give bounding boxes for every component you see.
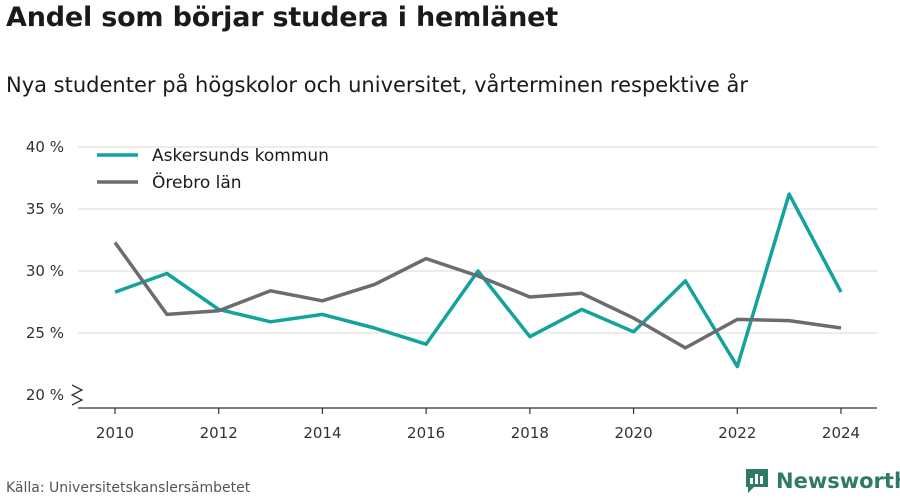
- x-tick-label: 2016: [407, 424, 445, 442]
- chart-title: Andel som börjar studera i hemlänet: [6, 2, 558, 33]
- series-line-1: [113, 241, 842, 350]
- series-line-0: [114, 192, 843, 369]
- x-tick-label: 2022: [718, 424, 756, 442]
- y-tick-label: 20 %: [26, 386, 64, 404]
- chart-subtitle: Nya studenter på högskolor och universit…: [6, 73, 748, 97]
- x-tick-label: 2010: [96, 424, 134, 442]
- x-tick-label: 2024: [822, 424, 860, 442]
- y-tick-label: 35 %: [26, 200, 64, 218]
- x-tick-label: 2018: [511, 424, 549, 442]
- series-lines: [113, 192, 843, 369]
- source-note: Källa: Universitetskanslersämbetet: [6, 480, 251, 496]
- y-tick-label: 25 %: [26, 324, 64, 342]
- y-tick-label: 30 %: [26, 262, 64, 280]
- legend-label: Askersunds kommun: [152, 146, 329, 166]
- legend: Askersunds kommun Örebro län: [97, 146, 329, 193]
- brand-name: Newsworthy: [776, 469, 900, 493]
- gridlines: [78, 146, 877, 334]
- y-tick-label: 40 %: [26, 138, 64, 156]
- brand-logo: Newsworthy: [744, 467, 900, 495]
- newsworthy-logo-icon: [746, 469, 768, 493]
- axis-break-icon: [70, 384, 84, 406]
- x-tick-label: 2012: [200, 424, 238, 442]
- legend-label: Örebro län: [152, 171, 242, 193]
- x-tick-label: 2020: [614, 424, 652, 442]
- x-tick-label: 2014: [303, 424, 341, 442]
- axes: 20 % 25 % 30 % 35 % 40 % 2010 2012 2014 2016 2018…: [26, 138, 877, 442]
